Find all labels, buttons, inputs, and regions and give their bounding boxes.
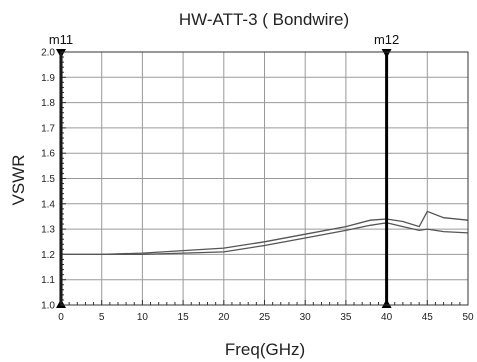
series-line-2 [61, 222, 469, 256]
y-axis-label: VSWR [9, 155, 28, 206]
y-tick-label: 1.2 [41, 250, 55, 261]
x-tick-label: 25 [259, 312, 271, 323]
y-tick-label: 1.4 [41, 199, 55, 210]
tick-labels: 0 5 10 15 20 25 30 35 40 45 50 1.0 1.1 1.2 1.3 1.4 1.5 1.… [41, 48, 474, 324]
y-tick-label: 1.7 [41, 123, 55, 134]
x-tick-label: 45 [422, 312, 434, 323]
marker-label-m12: m12 [374, 32, 399, 47]
x-tick-label: 40 [381, 312, 393, 323]
y-tick-label: 1.0 [41, 301, 55, 312]
chart-title: HW-ATT-3 ( Bondwire) [179, 10, 349, 29]
x-tick-label: 10 [137, 312, 149, 323]
x-axis-label: Freq(GHz) [225, 340, 305, 359]
y-tick-label: 1.5 [41, 174, 55, 185]
y-tick-label: 1.1 [41, 275, 55, 286]
y-tick-label: 2.0 [41, 48, 55, 59]
x-tick-label: 50 [462, 312, 474, 323]
x-tick-label: 0 [58, 312, 64, 323]
marker-label-m11: m11 [49, 32, 73, 47]
y-tick-label: 1.3 [41, 225, 55, 236]
grid [60, 51, 469, 306]
x-tick-label: 30 [300, 312, 312, 323]
x-tick-label: 15 [178, 312, 190, 323]
marker-top-triangle-m12 [381, 49, 392, 58]
x-tick-label: 35 [340, 312, 352, 323]
plot-frame [60, 51, 469, 306]
y-tick-label: 1.8 [41, 98, 55, 109]
y-tick-label: 1.6 [41, 149, 55, 160]
series-line-1 [61, 210, 469, 256]
x-tick-label: 20 [218, 312, 230, 323]
y-tick-label: 1.9 [41, 73, 55, 84]
x-tick-label: 5 [99, 312, 105, 323]
series-group [61, 210, 469, 256]
marker-bottom-triangle-m12 [381, 299, 392, 308]
